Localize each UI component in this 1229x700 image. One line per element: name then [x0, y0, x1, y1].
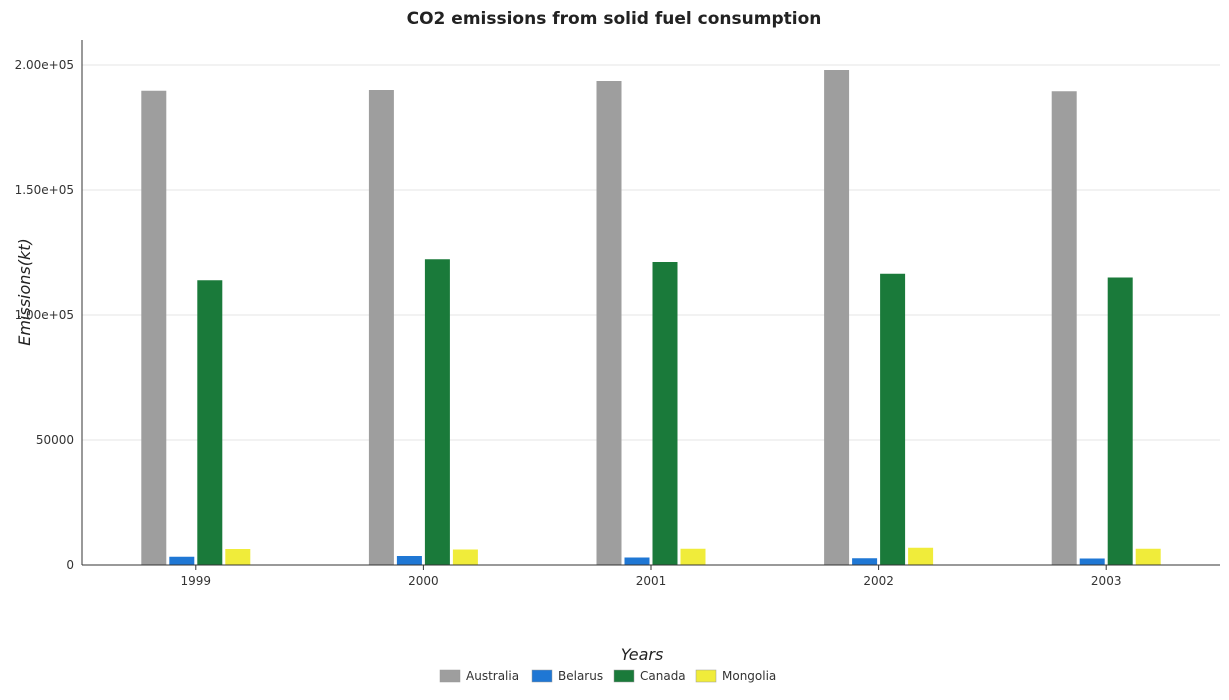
x-tick-label: 2003 — [1091, 574, 1122, 588]
bars — [141, 70, 1161, 565]
bar-belarus-2002 — [852, 558, 878, 565]
legend-swatch-canada — [613, 669, 635, 683]
y-tick-label: 0 — [66, 558, 74, 572]
bar-australia-2003 — [1051, 91, 1077, 565]
y-tick-label: 1.00e+05 — [15, 308, 74, 322]
legend-label-mongolia: Mongolia — [722, 669, 776, 683]
gridlines — [82, 64, 1220, 566]
chart-title: CO2 emissions from solid fuel consumptio… — [407, 9, 822, 29]
x-tick-label: 2002 — [863, 574, 894, 588]
legend-swatch-mongolia — [695, 669, 717, 683]
bar-australia-1999 — [141, 90, 167, 565]
legend-label-canada: Canada — [640, 669, 686, 683]
bar-belarus-1999 — [169, 556, 195, 565]
bar-canada-2003 — [1107, 277, 1133, 565]
y-tick-label: 2.00e+05 — [15, 58, 74, 72]
y-axis-title: Emissions(kt) — [15, 238, 34, 346]
bar-australia-2000 — [368, 90, 394, 565]
legend-swatch-australia — [439, 669, 461, 683]
bar-mongolia-2001 — [680, 548, 706, 565]
bar-mongolia-2002 — [908, 547, 934, 565]
bar-mongolia-2000 — [452, 549, 478, 565]
bar-canada-2000 — [424, 259, 450, 565]
y-tick-label: 1.50e+05 — [15, 183, 74, 197]
bar-belarus-2003 — [1079, 558, 1105, 565]
y-tick-label: 50000 — [36, 433, 74, 447]
x-axis-title: Years — [621, 645, 664, 664]
legend-label-australia: Australia — [466, 669, 519, 683]
x-tick-label: 2001 — [636, 574, 667, 588]
bar-australia-2001 — [596, 81, 622, 565]
legend-swatch-belarus — [531, 669, 553, 683]
tick-labels: 0 50000 1.00e+05 1.50e+05 2.00e+05 1999 2000 20… — [15, 58, 1122, 588]
x-tick-label: 1999 — [181, 574, 212, 588]
bar-canada-1999 — [197, 280, 223, 565]
bar-canada-2001 — [652, 262, 678, 565]
legend-label-belarus: Belarus — [558, 669, 603, 683]
bar-mongolia-1999 — [225, 549, 251, 565]
bar-mongolia-2003 — [1135, 548, 1161, 565]
axes — [81, 40, 1220, 570]
bar-canada-2002 — [880, 273, 906, 565]
legend: Australia Belarus Canada Mongolia — [439, 669, 776, 683]
bar-belarus-2000 — [396, 556, 422, 565]
bar-australia-2002 — [824, 70, 850, 565]
bar-belarus-2001 — [624, 557, 650, 565]
x-tick-label: 2000 — [408, 574, 439, 588]
